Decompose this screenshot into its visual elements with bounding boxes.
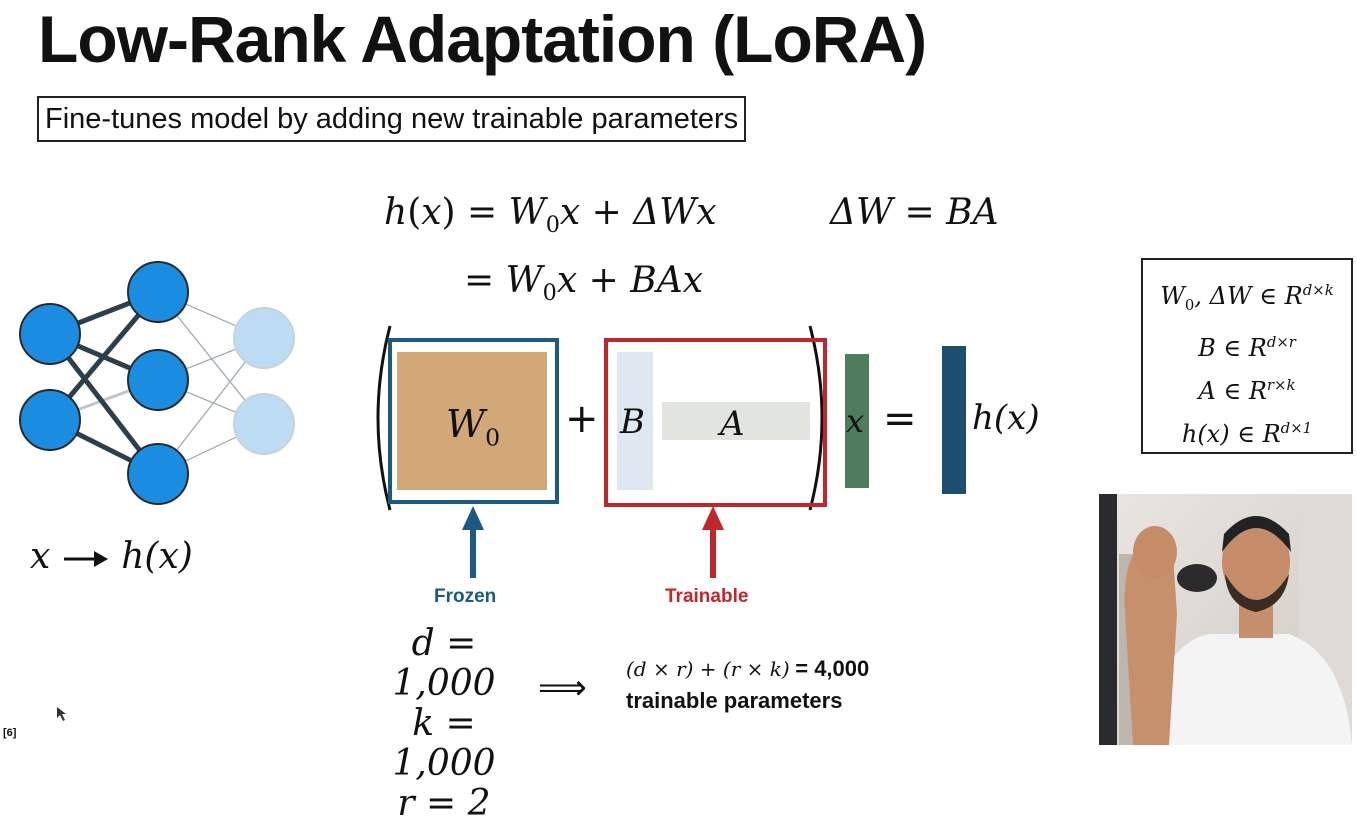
hx-vector [942,346,966,494]
trainable-parameters-label: trainable parameters [626,688,843,713]
frozen-arrow-icon [462,506,484,578]
equals-sign: = [883,396,917,442]
trainable-weights-box [604,338,827,507]
equation-line-1: h(x) = W0x + ΔWx [384,192,717,239]
hx-label: h(x) [972,398,1040,438]
hidden-node [127,349,189,411]
right-arrow-icon [63,551,108,567]
x-label: x [846,402,865,440]
parameter-values: d = 1,000 k = 1,000 r = 2 [360,624,528,824]
a-matrix [662,402,810,440]
hidden-node [127,261,189,323]
param-d: d = 1,000 [392,623,496,704]
mouse-cursor-icon [57,707,66,721]
param-count-formula: (d × r) + (r × k) = 4,000 [626,656,870,681]
network-mapping: x h(x) [30,536,193,577]
reference-number: [6] [3,727,17,739]
frozen-label: Frozen [434,586,497,607]
equation-line-2: = W0x + BAx [464,260,703,307]
input-node [19,303,81,365]
dim-b: B ∈ Rd×r [1198,332,1296,362]
trainable-label: Trainable [665,586,749,607]
x-vector [845,354,869,488]
dimensions-box: W0, ΔW ∈ Rd×k B ∈ Rd×r A ∈ Rr×k h(x) ∈ R… [1141,258,1353,454]
a-label: A [720,404,745,444]
left-paren [376,325,392,511]
b-matrix [617,352,653,490]
slide-title: Low-Rank Adaptation (LoRA) [38,2,927,76]
param-k: k = 1,000 [392,703,496,784]
param-r: r = 2 [397,783,491,824]
implies-arrow: ⟹ [538,668,587,708]
right-paren [808,325,824,511]
plus-sign: + [565,396,599,442]
dim-w0-delta: W0, ΔW ∈ Rd×k [1160,281,1334,314]
output-node [233,307,295,369]
webcam-overlay [1099,494,1352,745]
slide-subtitle: Fine-tunes model by adding new trainable… [37,96,747,142]
dim-hx: h(x) ∈ Rd×1 [1181,418,1313,448]
output-node [233,393,295,455]
equation-delta-w: ΔW = BA [830,192,999,233]
hidden-node [127,443,189,505]
dim-a: A ∈ Rr×k [1198,375,1296,405]
trainable-arrow-icon [702,506,724,578]
frozen-weights-box [388,338,559,504]
input-node [19,389,81,451]
neural-network-diagram [19,261,295,505]
b-label: B [620,402,645,442]
w0-label: W0 [446,402,501,452]
w0-matrix [397,352,547,490]
